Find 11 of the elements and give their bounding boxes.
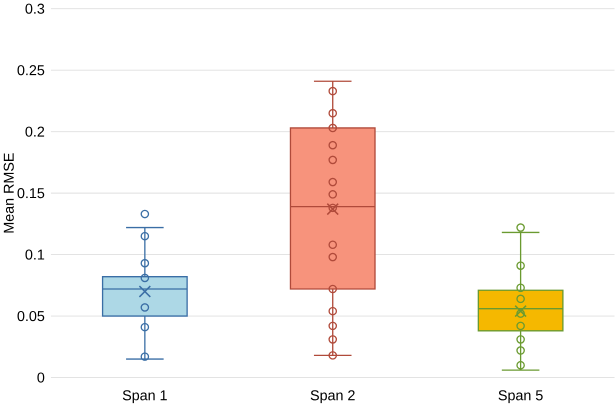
y-tick-label: 0.25 xyxy=(18,65,44,76)
y-axis-title: Mean RMSE xyxy=(4,153,14,233)
y-tick-label: 0.1 xyxy=(25,250,44,260)
x-tick-label: Span 2 xyxy=(310,390,355,404)
y-tick-label: 0 xyxy=(37,372,44,383)
y-tick-label: 0.3 xyxy=(25,4,44,14)
x-tick-label: Span 5 xyxy=(498,390,543,404)
y-tick-label: 0.15 xyxy=(18,188,44,198)
x-tick-label: Span 1 xyxy=(122,390,167,404)
y-tick-label: 0.2 xyxy=(25,126,44,137)
y-tick-label: 0.05 xyxy=(18,311,44,322)
